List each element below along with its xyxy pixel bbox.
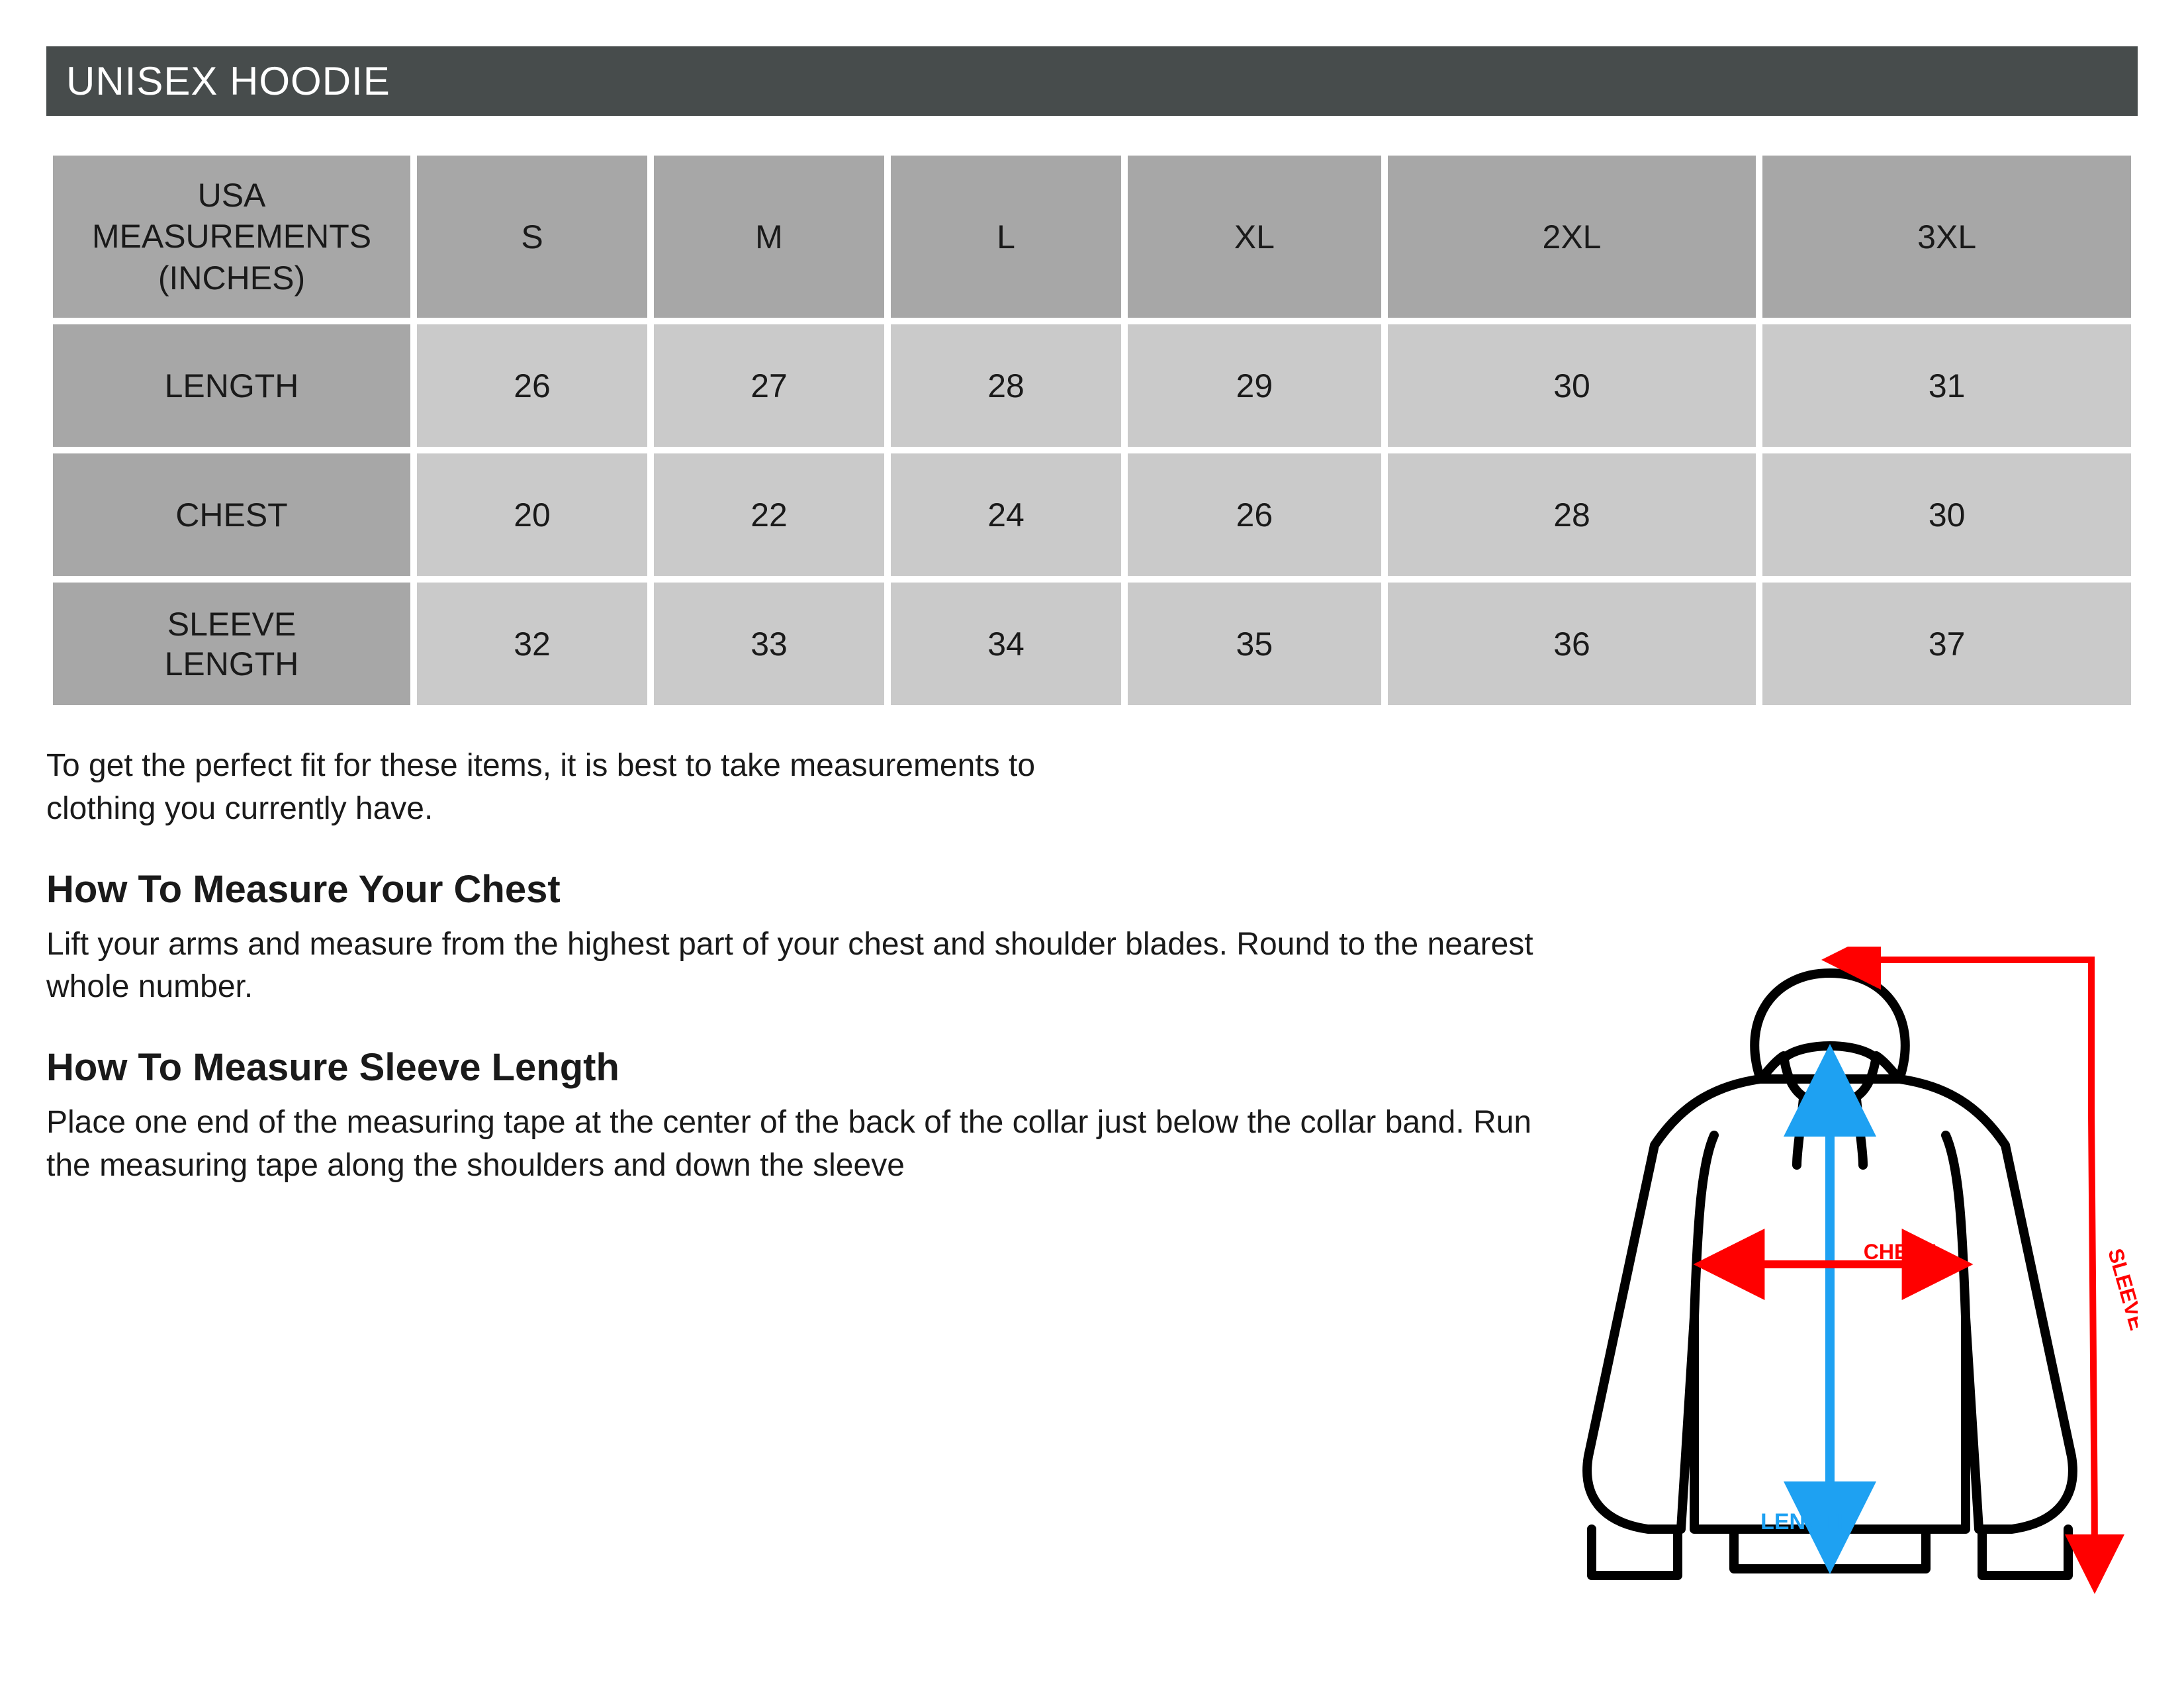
size-header: M xyxy=(654,156,884,318)
cell: 37 xyxy=(1762,583,2131,705)
cell: 33 xyxy=(654,583,884,705)
cell: 28 xyxy=(891,324,1121,447)
cell: 24 xyxy=(891,453,1121,576)
cell: 30 xyxy=(1762,453,2131,576)
cell: 31 xyxy=(1762,324,2131,447)
length-label: LENGTH xyxy=(1760,1509,1853,1534)
row-label: SLEEVELENGTH xyxy=(53,583,410,705)
cell: 30 xyxy=(1388,324,1756,447)
section-body-sleeve: Place one end of the measuring tape at t… xyxy=(46,1102,1555,1188)
measurements-header-text: USAMEASUREMENTS(INCHES) xyxy=(92,177,371,297)
section-heading-chest: How To Measure Your Chest xyxy=(46,867,1555,912)
section-heading-sleeve: How To Measure Sleeve Length xyxy=(46,1045,1555,1090)
row-label: CHEST xyxy=(53,453,410,576)
cell: 35 xyxy=(1128,583,1381,705)
size-header: 3XL xyxy=(1762,156,2131,318)
hoodie-diagram: LENGTH CHEST SLEEVE xyxy=(1542,947,2138,1609)
measurements-header: USAMEASUREMENTS(INCHES) xyxy=(53,156,410,318)
size-header: XL xyxy=(1128,156,1381,318)
title-bar: UNISEX HOODIE xyxy=(46,46,2138,116)
page-title: UNISEX HOODIE xyxy=(66,59,390,103)
table-row: CHEST 20 22 24 26 28 30 xyxy=(53,453,2131,576)
cell: 27 xyxy=(654,324,884,447)
cell: 32 xyxy=(417,583,647,705)
cell: 20 xyxy=(417,453,647,576)
cell: 26 xyxy=(417,324,647,447)
row-label: LENGTH xyxy=(53,324,410,447)
table-row: LENGTH 26 27 28 29 30 31 xyxy=(53,324,2131,447)
sleeve-label: SLEEVE xyxy=(2103,1246,2138,1333)
table-header-row: USAMEASUREMENTS(INCHES) S M L XL 2XL 3XL xyxy=(53,156,2131,318)
chest-label: CHEST xyxy=(1864,1240,1936,1264)
section-body-chest: Lift your arms and measure from the high… xyxy=(46,923,1555,1009)
cell: 22 xyxy=(654,453,884,576)
cell: 34 xyxy=(891,583,1121,705)
size-header: 2XL xyxy=(1388,156,1756,318)
cell: 26 xyxy=(1128,453,1381,576)
cell: 36 xyxy=(1388,583,1756,705)
intro-text: To get the perfect fit for these items, … xyxy=(46,745,1039,831)
size-header: S xyxy=(417,156,647,318)
size-header: L xyxy=(891,156,1121,318)
size-table: USAMEASUREMENTS(INCHES) S M L XL 2XL 3XL… xyxy=(46,149,2138,712)
cell: 28 xyxy=(1388,453,1756,576)
table-row: SLEEVELENGTH 32 33 34 35 36 37 xyxy=(53,583,2131,705)
cell: 29 xyxy=(1128,324,1381,447)
info-block: To get the perfect fit for these items, … xyxy=(46,745,1555,1188)
